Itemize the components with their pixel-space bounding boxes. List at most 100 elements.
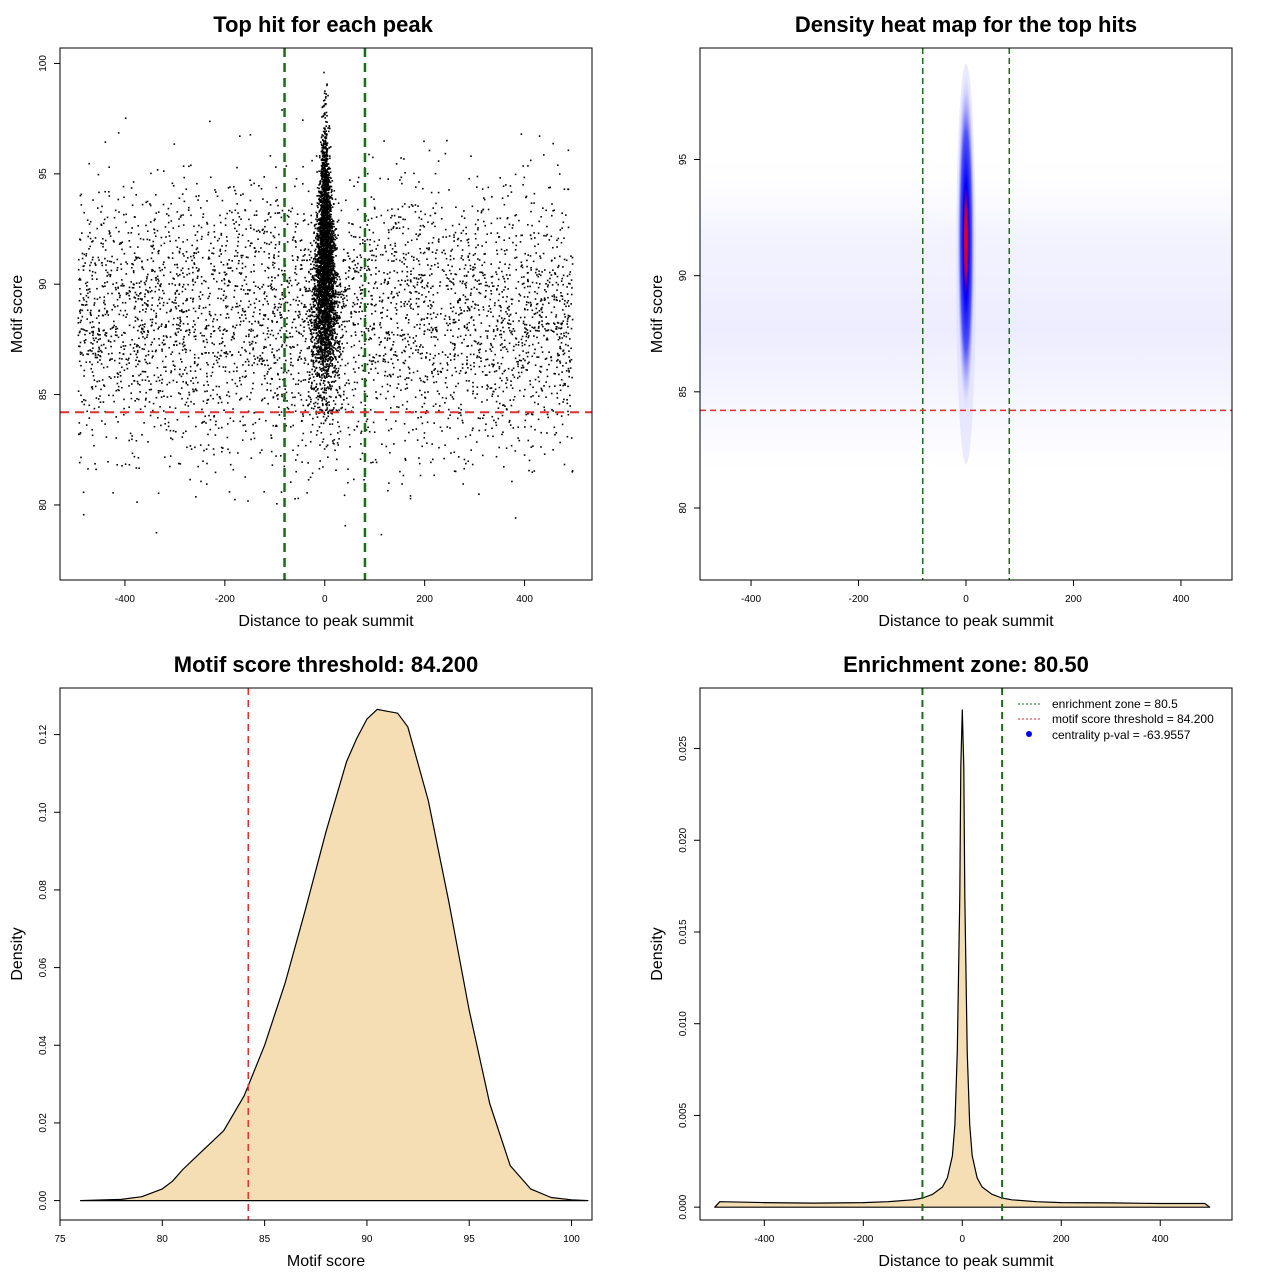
scatter-point (137, 246, 139, 248)
scatter-point (286, 406, 289, 409)
scatter-point (109, 358, 112, 360)
scatter-point (337, 444, 339, 446)
scatter-point (402, 232, 404, 235)
scatter-point (219, 248, 222, 251)
scatter-point (487, 186, 490, 189)
scatter-point (220, 446, 223, 449)
scatter-point (514, 257, 516, 259)
scatter-point (311, 159, 313, 162)
scatter-point (370, 303, 373, 306)
scatter-point (428, 359, 431, 361)
scatter-point (166, 396, 169, 398)
scatter-point (470, 344, 473, 347)
scatter-point (180, 310, 183, 313)
scatter-point (394, 287, 396, 289)
scatter-point (436, 330, 438, 333)
scatter-point (118, 292, 120, 295)
scatter-point (534, 245, 536, 248)
scatter-point (151, 246, 154, 248)
scatter-point (207, 233, 209, 236)
scatter-point (338, 394, 340, 396)
scatter-point (273, 287, 275, 290)
scatter-point (478, 309, 480, 311)
scatter-point (372, 287, 375, 289)
scatter-point (344, 286, 346, 289)
scatter-point (281, 316, 283, 319)
scatter-point (507, 277, 509, 280)
scatter-point (104, 249, 107, 251)
scatter-point (245, 335, 247, 338)
scatter-point (258, 418, 261, 420)
scatter-point (128, 290, 131, 292)
scatter-point (320, 308, 322, 311)
scatter-point (533, 401, 536, 404)
scatter-point (274, 277, 276, 279)
scatter-point (311, 368, 313, 371)
scatter-point (340, 324, 343, 326)
scatter-point (399, 179, 401, 181)
scatter-point (174, 368, 176, 371)
scatter-point (298, 316, 300, 318)
scatter-point (526, 296, 529, 298)
scatter-point (280, 327, 283, 329)
scatter-point (177, 331, 180, 333)
scatter-point (240, 397, 243, 400)
scatter-point (457, 328, 460, 330)
scatter-point (331, 257, 334, 260)
scatter-point (329, 348, 331, 351)
scatter-point (147, 291, 149, 294)
scatter-point (332, 370, 335, 373)
scatter-point (502, 346, 504, 349)
scatter-point (529, 301, 532, 304)
scatter-point (237, 212, 239, 214)
scatter-point (343, 297, 346, 299)
scatter-point (501, 317, 503, 319)
scatter-point (129, 353, 132, 356)
scatter-point (258, 250, 260, 253)
scatter-point (507, 322, 509, 324)
scatter-point (178, 284, 181, 286)
scatter-point (302, 379, 305, 381)
scatter-point (499, 305, 501, 307)
scatter-point (512, 349, 515, 352)
scatter-point (319, 444, 321, 446)
scatter-point (460, 408, 462, 411)
scatter-point (84, 304, 87, 306)
scatter-point (453, 347, 456, 349)
scatter-point (274, 306, 277, 308)
scatter-point (421, 274, 424, 277)
scatter-point (500, 362, 503, 365)
scatter-point (88, 288, 91, 290)
scatter-point (210, 242, 212, 245)
scatter-point (188, 329, 191, 332)
scatter-point (518, 354, 521, 357)
scatter-point (353, 185, 355, 187)
scatter-point (224, 249, 227, 252)
scatter-point (459, 299, 462, 301)
scatter-point (389, 271, 391, 274)
scatter-point (165, 236, 167, 238)
scatter-point (291, 345, 294, 348)
scatter-point (91, 274, 93, 277)
scatter-point (476, 343, 479, 345)
scatter-point (157, 416, 159, 419)
scatter-point (235, 221, 237, 223)
scatter-point (189, 297, 192, 299)
scatter-point (204, 390, 206, 393)
scatter-point (352, 302, 355, 304)
scatter-point (277, 373, 279, 376)
scatter-point (386, 273, 389, 275)
scatter-point (253, 302, 256, 305)
scatter-point (291, 321, 294, 324)
scatter-point (343, 320, 346, 323)
scatter-point (419, 377, 421, 380)
scatter-point (201, 256, 204, 259)
scatter-point (332, 371, 334, 374)
scatter-point (439, 405, 441, 407)
scatter-point (499, 402, 501, 405)
scatter-point (545, 209, 547, 212)
scatter-point (391, 214, 393, 217)
scatter-point (390, 347, 393, 350)
scatter-point (395, 420, 397, 422)
scatter-point (79, 345, 81, 348)
